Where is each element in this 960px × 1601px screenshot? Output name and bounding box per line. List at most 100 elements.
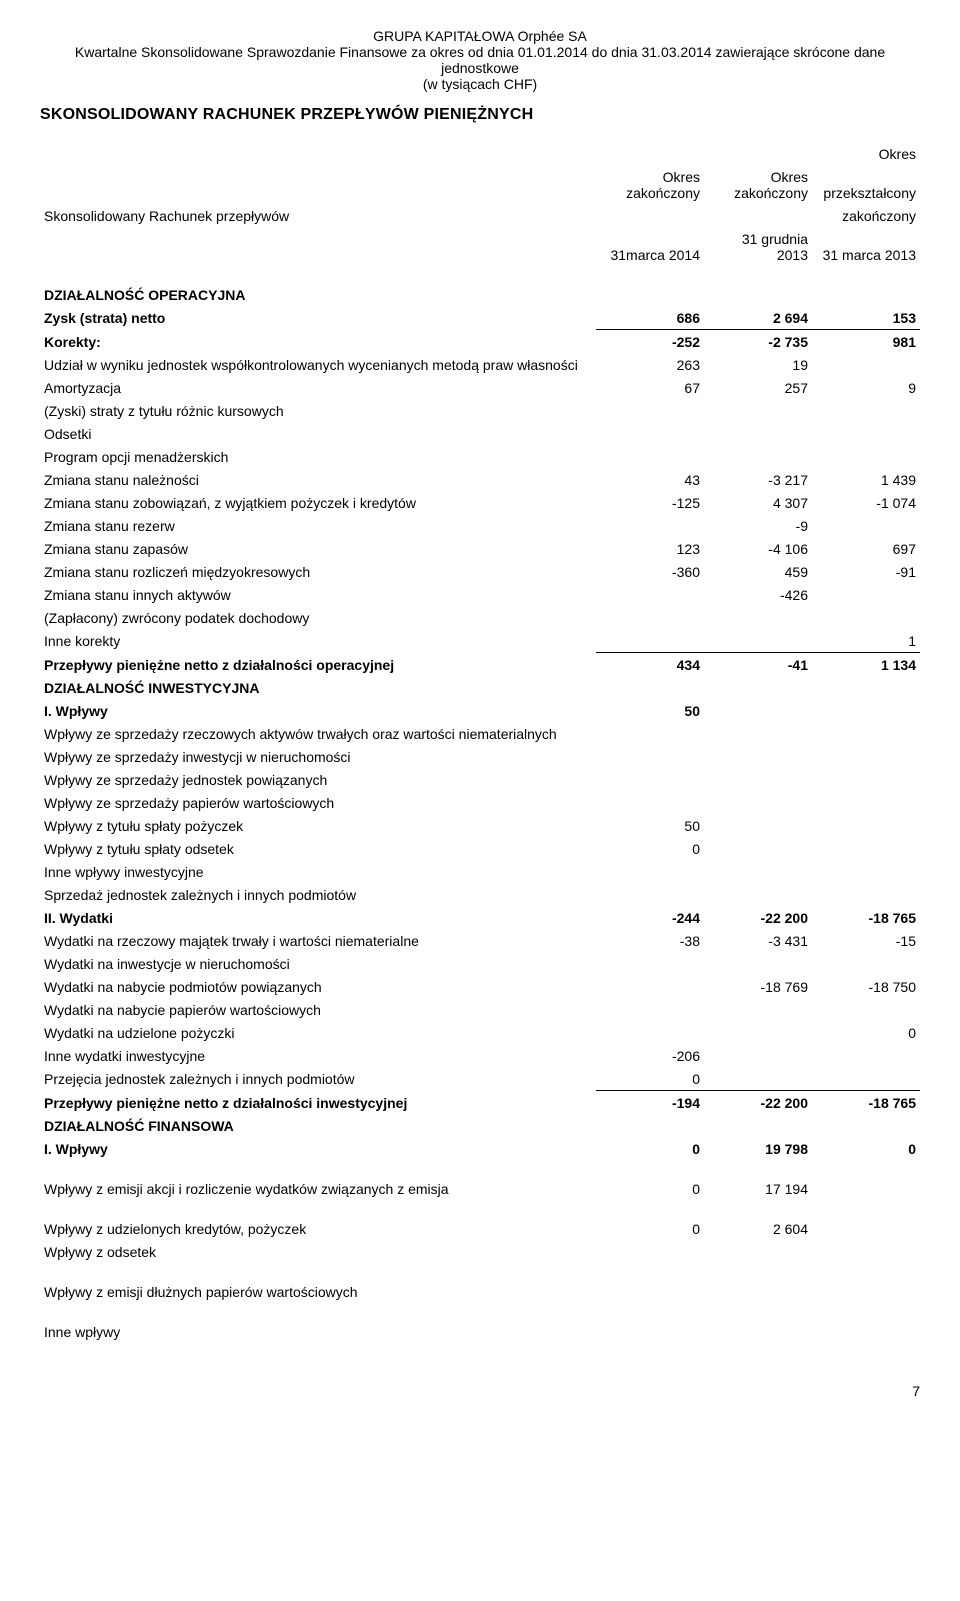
row-value-2: [704, 399, 812, 422]
row-value-3: 9: [812, 376, 920, 399]
row-value-3: 1 134: [812, 653, 920, 677]
row-rozlicz: Zmiana stanu rozliczeń międzyokresowych-…: [40, 560, 920, 583]
row-label: Wydatki na rzeczowy majątek trwały i war…: [40, 929, 596, 952]
row-value-3: [812, 606, 920, 629]
colhead-1: [596, 142, 704, 165]
report-title: SKONSOLIDOWANY RACHUNEK PRZEPŁYWÓW PIENI…: [40, 106, 920, 124]
row-value-2: [704, 422, 812, 445]
row-label: Zmiana stanu rozliczeń międzyokresowych: [40, 560, 596, 583]
row-fwp5: Inne wpływy: [40, 1320, 920, 1343]
row-label: DZIAŁALNOŚĆ INWESTYCYJNA: [40, 676, 596, 699]
row-value-1: -125: [596, 491, 704, 514]
row-value-2: [704, 1280, 812, 1303]
row-wd3: Wydatki na nabycie podmiotów powiązanych…: [40, 975, 920, 998]
row-value-1: 0: [596, 1217, 704, 1240]
row-label: Zmiana stanu innych aktywów: [40, 583, 596, 606]
row-value-2: -3 431: [704, 929, 812, 952]
row-value-3: [812, 1177, 920, 1200]
row-value-2: [704, 445, 812, 468]
row-value-3: [812, 1217, 920, 1240]
row-zwroc: (Zapłacony) zwrócony podatek dochodowy: [40, 606, 920, 629]
row-label: Inne wydatki inwestycyjne: [40, 1044, 596, 1067]
row-value-3: [812, 422, 920, 445]
row-value-1: [596, 283, 704, 306]
row-value-2: -18 769: [704, 975, 812, 998]
row-value-2: [704, 952, 812, 975]
row-value-1: -244: [596, 906, 704, 929]
row-value-3: -1 074: [812, 491, 920, 514]
row-value-1: -252: [596, 330, 704, 354]
row-value-3: [812, 722, 920, 745]
row-ii_wyd: II. Wydatki-244-22 200-18 765: [40, 906, 920, 929]
colhead-date-3: 31 marca 2013: [812, 227, 920, 266]
row-value-1: 50: [596, 814, 704, 837]
row-value-3: [812, 791, 920, 814]
row-label: Wpływy ze sprzedaży inwestycji w nieruch…: [40, 745, 596, 768]
row-wd1: Wydatki na rzeczowy majątek trwały i war…: [40, 929, 920, 952]
row-label: I. Wpływy: [40, 699, 596, 722]
row-value-1: [596, 629, 704, 653]
row-value-2: [704, 606, 812, 629]
row-value-1: [596, 1240, 704, 1263]
row-program: Program opcji menadżerskich: [40, 445, 920, 468]
row-value-3: 0: [812, 1137, 920, 1160]
header-line-1: GRUPA KAPITAŁOWA Orphée SA: [40, 28, 920, 44]
row-value-1: 0: [596, 837, 704, 860]
table-subtitle: Skonsolidowany Rachunek przepływów: [40, 204, 596, 227]
row-value-2: [704, 1021, 812, 1044]
row-value-1: [596, 791, 704, 814]
row-label: II. Wydatki: [40, 906, 596, 929]
row-value-3: [812, 399, 920, 422]
row-value-2: -3 217: [704, 468, 812, 491]
row-value-3: [812, 283, 920, 306]
row-value-2: [704, 837, 812, 860]
row-value-1: [596, 722, 704, 745]
row-value-3: -18 765: [812, 1091, 920, 1115]
row-label: Wpływy z udzielonych kredytów, pożyczek: [40, 1217, 596, 1240]
row-value-2: [704, 699, 812, 722]
row-value-1: 43: [596, 468, 704, 491]
colhead-3c: zakończony: [812, 204, 920, 227]
row-value-2: [704, 629, 812, 653]
header-line-3: (w tysiącach CHF): [40, 76, 920, 92]
row-value-1: 67: [596, 376, 704, 399]
row-value-1: [596, 606, 704, 629]
row-value-1: 0: [596, 1137, 704, 1160]
row-value-1: 123: [596, 537, 704, 560]
row-value-1: [596, 1114, 704, 1137]
row-value-1: [596, 1021, 704, 1044]
row-label: Inne korekty: [40, 629, 596, 653]
row-i_wplywy: I. Wpływy50: [40, 699, 920, 722]
row-wp7: Inne wpływy inwestycyjne: [40, 860, 920, 883]
row-label: Wpływy z tytułu spłaty pożyczek: [40, 814, 596, 837]
row-label: Wpływy ze sprzedaży rzeczowych aktywów t…: [40, 722, 596, 745]
col-header-row-1: Okres: [40, 142, 920, 165]
row-value-1: [596, 445, 704, 468]
page-number: 7: [40, 1383, 920, 1399]
row-value-1: 0: [596, 1067, 704, 1091]
row-value-1: [596, 1320, 704, 1343]
row-value-1: [596, 975, 704, 998]
colhead-date-2: 31 grudnia 2013: [704, 227, 812, 266]
row-fwp1: Wpływy z emisji akcji i rozliczenie wyda…: [40, 1177, 920, 1200]
row-label: (Zapłacony) zwrócony podatek dochodowy: [40, 606, 596, 629]
row-value-2: 4 307: [704, 491, 812, 514]
row-value-2: 257: [704, 376, 812, 399]
row-value-2: -41: [704, 653, 812, 677]
col-header-row-2: Okres zakończony Okres zakończony przeks…: [40, 165, 920, 204]
row-value-3: [812, 1067, 920, 1091]
row-label: Wydatki na inwestycje w nieruchomości: [40, 952, 596, 975]
row-label: Wpływy z odsetek: [40, 1240, 596, 1263]
row-value-3: [812, 353, 920, 376]
row-value-3: [812, 1044, 920, 1067]
row-fwp4: Wpływy z emisji dłużnych papierów wartoś…: [40, 1280, 920, 1303]
row-wp1: Wpływy ze sprzedaży rzeczowych aktywów t…: [40, 722, 920, 745]
row-label: Zmiana stanu należności: [40, 468, 596, 491]
row-label: Inne wpływy inwestycyjne: [40, 860, 596, 883]
row-value-3: [812, 1114, 920, 1137]
row-value-3: [812, 1320, 920, 1343]
row-label: I. Wpływy: [40, 1137, 596, 1160]
row-value-2: 19 798: [704, 1137, 812, 1160]
row-value-2: -2 735: [704, 330, 812, 354]
row-rezerw: Zmiana stanu rezerw-9: [40, 514, 920, 537]
